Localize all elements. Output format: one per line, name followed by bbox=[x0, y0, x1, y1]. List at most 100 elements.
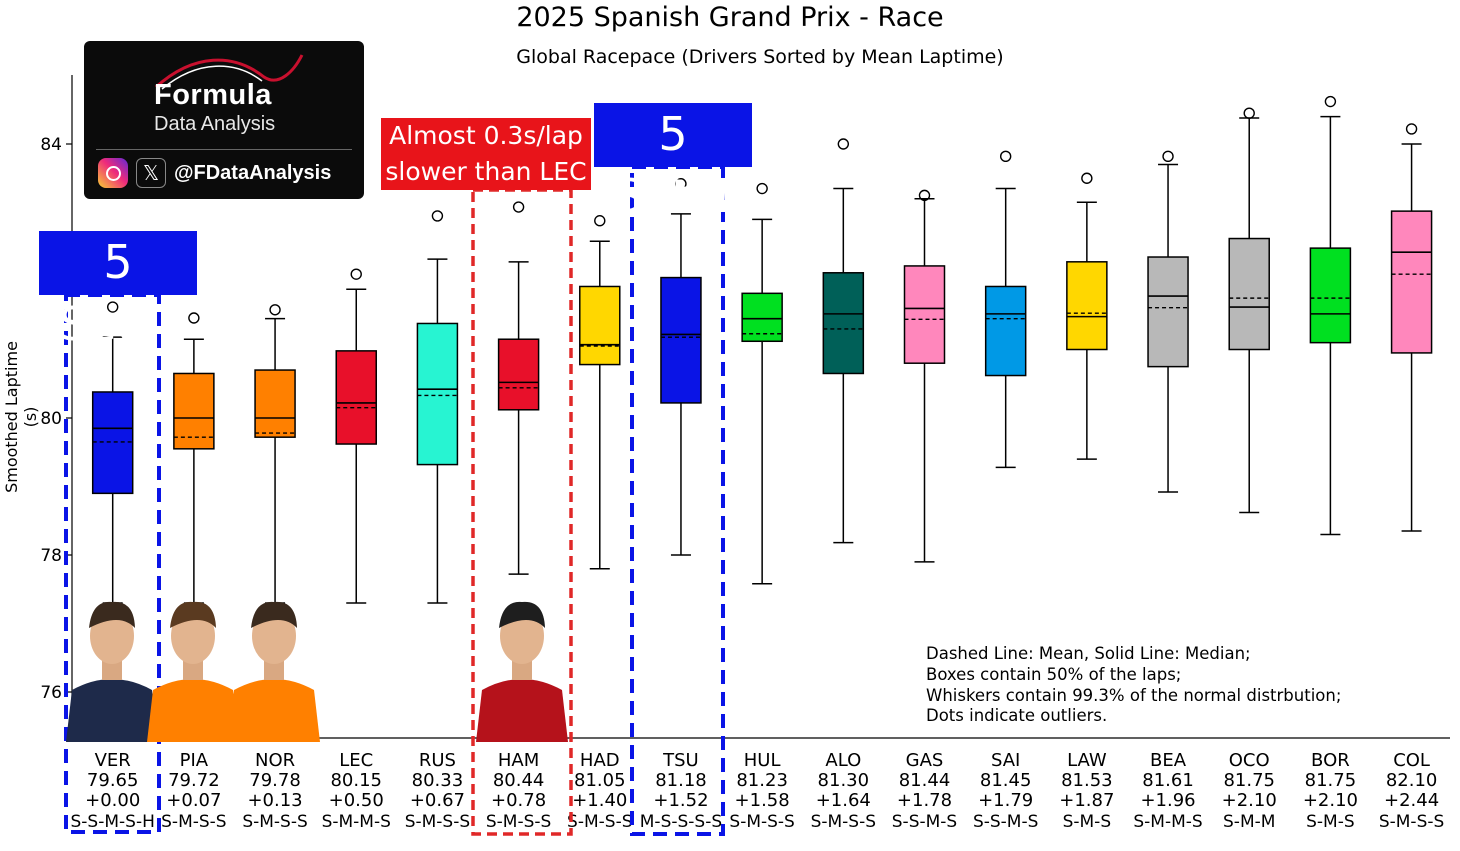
box-col bbox=[1390, 210, 1433, 354]
x-tick-label-gap: +2.44 bbox=[1384, 790, 1439, 811]
legend-note: Dashed Line: Mean, Solid Line: Median; B… bbox=[926, 644, 1341, 727]
ham-banner-line1: Almost 0.3s/lap bbox=[389, 121, 583, 150]
box-lec bbox=[335, 350, 377, 445]
legend-note-line3: Whiskers contain 99.3% of the normal dis… bbox=[926, 685, 1342, 705]
box-rus bbox=[416, 322, 459, 466]
chart-subtitle: Global Racepace (Drivers Sorted by Mean … bbox=[516, 46, 1004, 68]
box-alo bbox=[822, 272, 865, 375]
x-tick-label-stints: S-M-S-S bbox=[486, 812, 551, 832]
x-tick-label-stints: S-M-S-S bbox=[405, 812, 470, 832]
outlier-point bbox=[999, 150, 1012, 163]
x-tick-label-mean: 81.44 bbox=[899, 770, 951, 791]
x-tick-label-driver: TSU bbox=[662, 750, 699, 771]
outlier-point bbox=[431, 210, 444, 222]
x-tick-label-driver: OCO bbox=[1229, 750, 1270, 771]
box-sai bbox=[984, 285, 1027, 377]
x-tick-label-driver: SAI bbox=[991, 750, 1020, 771]
x-tick-label-gap: +0.78 bbox=[491, 790, 546, 811]
logo-subtitle: Data Analysis bbox=[154, 113, 276, 135]
outlier-point bbox=[106, 301, 119, 313]
ham-photo bbox=[476, 601, 568, 742]
x-tick-label-stints: S-M-S-S bbox=[567, 812, 632, 832]
box-bea bbox=[1147, 256, 1189, 368]
outlier-point bbox=[350, 268, 362, 280]
x-tick-label-mean: 81.18 bbox=[655, 770, 707, 791]
box-nor bbox=[254, 369, 296, 438]
tsu-sets-banner: 5 Sets! bbox=[594, 103, 752, 223]
y-tick-label: 80 bbox=[40, 409, 62, 429]
y-tick-label: 76 bbox=[40, 683, 62, 703]
ham-banner-line2: slower than LEC bbox=[385, 157, 587, 186]
logo-swoosh-icon bbox=[155, 54, 304, 90]
x-tick-label-stints: S-S-M-S-H bbox=[71, 812, 155, 832]
x-tick-label-stints: S-S-M-S bbox=[973, 812, 1038, 832]
x-tick-label-gap: +0.07 bbox=[166, 790, 221, 811]
ver-highlight-box bbox=[64, 293, 161, 834]
x-tick-label-mean: 81.75 bbox=[1223, 770, 1275, 791]
outlier-point bbox=[1162, 150, 1174, 163]
x-tick-label-stints: S-M-S-S bbox=[1379, 812, 1444, 832]
ver-sets-banner: 5 Sets! bbox=[39, 231, 197, 351]
outlier-point bbox=[1324, 95, 1337, 108]
x-tick-label-mean: 80.44 bbox=[493, 770, 545, 791]
x-tick-label-gap: +2.10 bbox=[1303, 790, 1358, 811]
x-tick-label-gap: +1.79 bbox=[978, 790, 1033, 811]
x-tick-label-stints: S-M-M-S bbox=[322, 812, 391, 832]
x-tick-label-driver: PIA bbox=[180, 750, 209, 771]
outlier-point bbox=[675, 178, 687, 190]
x-tick-label-stints: S-M-M-S bbox=[1133, 812, 1202, 832]
x-tick-label-mean: 79.72 bbox=[168, 770, 220, 791]
x-tick-label-stints: M-S-S-S-S bbox=[640, 812, 722, 832]
legend-note-line4: Dots indicate outliers. bbox=[926, 706, 1108, 726]
logo-divider bbox=[96, 149, 352, 150]
x-tick-label-gap: +1.58 bbox=[735, 790, 790, 811]
x-tick-label-gap: +1.96 bbox=[1140, 790, 1195, 811]
legend-note-line2: Boxes contain 50% of the laps; bbox=[926, 664, 1182, 684]
y-tick-label: 78 bbox=[40, 546, 62, 566]
x-tick-label-mean: 79.65 bbox=[87, 770, 139, 791]
x-tick-label-driver: GAS bbox=[906, 750, 944, 771]
outlier-point bbox=[269, 304, 281, 316]
outlier-point bbox=[1243, 107, 1255, 119]
x-tick-label-driver: COL bbox=[1393, 750, 1430, 771]
logo-title: Formula bbox=[154, 79, 272, 111]
x-tick-label-gap: +1.52 bbox=[653, 790, 708, 811]
x-tick-label-driver: BEA bbox=[1150, 750, 1187, 771]
x-tick-label-stints: S-M-S bbox=[1306, 812, 1355, 832]
x-tick-label-gap: +1.87 bbox=[1059, 790, 1114, 811]
legend-note-line1: Dashed Line: Mean, Solid Line: Median; bbox=[926, 644, 1251, 663]
x-tick-label-gap: +1.78 bbox=[897, 790, 952, 811]
box-gas bbox=[903, 265, 946, 364]
x-tick-label-driver: NOR bbox=[255, 750, 295, 771]
x-tick-label-gap: +0.67 bbox=[410, 790, 465, 811]
x-tick-label-mean: 81.45 bbox=[980, 770, 1032, 791]
outlier-point bbox=[1405, 123, 1418, 135]
x-icon[interactable]: 𝕏 bbox=[136, 158, 166, 188]
instagram-icon[interactable] bbox=[98, 158, 128, 188]
y-axis-label: Smoothed Laptime (s) bbox=[2, 341, 40, 493]
x-tick-label-driver: HAD bbox=[580, 750, 620, 771]
social-handle[interactable]: @FDataAnalysis bbox=[174, 162, 332, 184]
box-oco bbox=[1228, 237, 1270, 351]
box-ham bbox=[497, 338, 540, 411]
outlier-point bbox=[188, 312, 200, 324]
pia-photo bbox=[147, 601, 239, 742]
nor-photo bbox=[228, 601, 320, 742]
x-tick-label-stints: S-M-S-S bbox=[811, 812, 876, 832]
x-tick-label-driver: HUL bbox=[744, 750, 781, 771]
x-tick-label-mean: 81.53 bbox=[1061, 770, 1113, 791]
box-ver bbox=[91, 391, 134, 495]
outlier-point bbox=[837, 138, 850, 150]
x-tick-label-mean: 81.05 bbox=[574, 770, 626, 791]
outlier-point bbox=[918, 189, 931, 202]
x-tick-label-gap: +0.13 bbox=[247, 790, 302, 811]
logo-card: Formula Data Analysis 𝕏 @FDataAnalysis bbox=[84, 41, 364, 199]
x-tick-label-gap: +2.10 bbox=[1222, 790, 1277, 811]
x-tick-label-stints: S-M-S-S bbox=[729, 812, 794, 832]
x-tick-label-mean: 81.23 bbox=[736, 770, 788, 791]
y-tick-label: 84 bbox=[40, 135, 62, 155]
x-tick-label-mean: 81.61 bbox=[1142, 770, 1194, 791]
outlier-point bbox=[512, 201, 525, 213]
x-tick-label-driver: BOR bbox=[1311, 750, 1350, 771]
box-had bbox=[579, 285, 621, 366]
